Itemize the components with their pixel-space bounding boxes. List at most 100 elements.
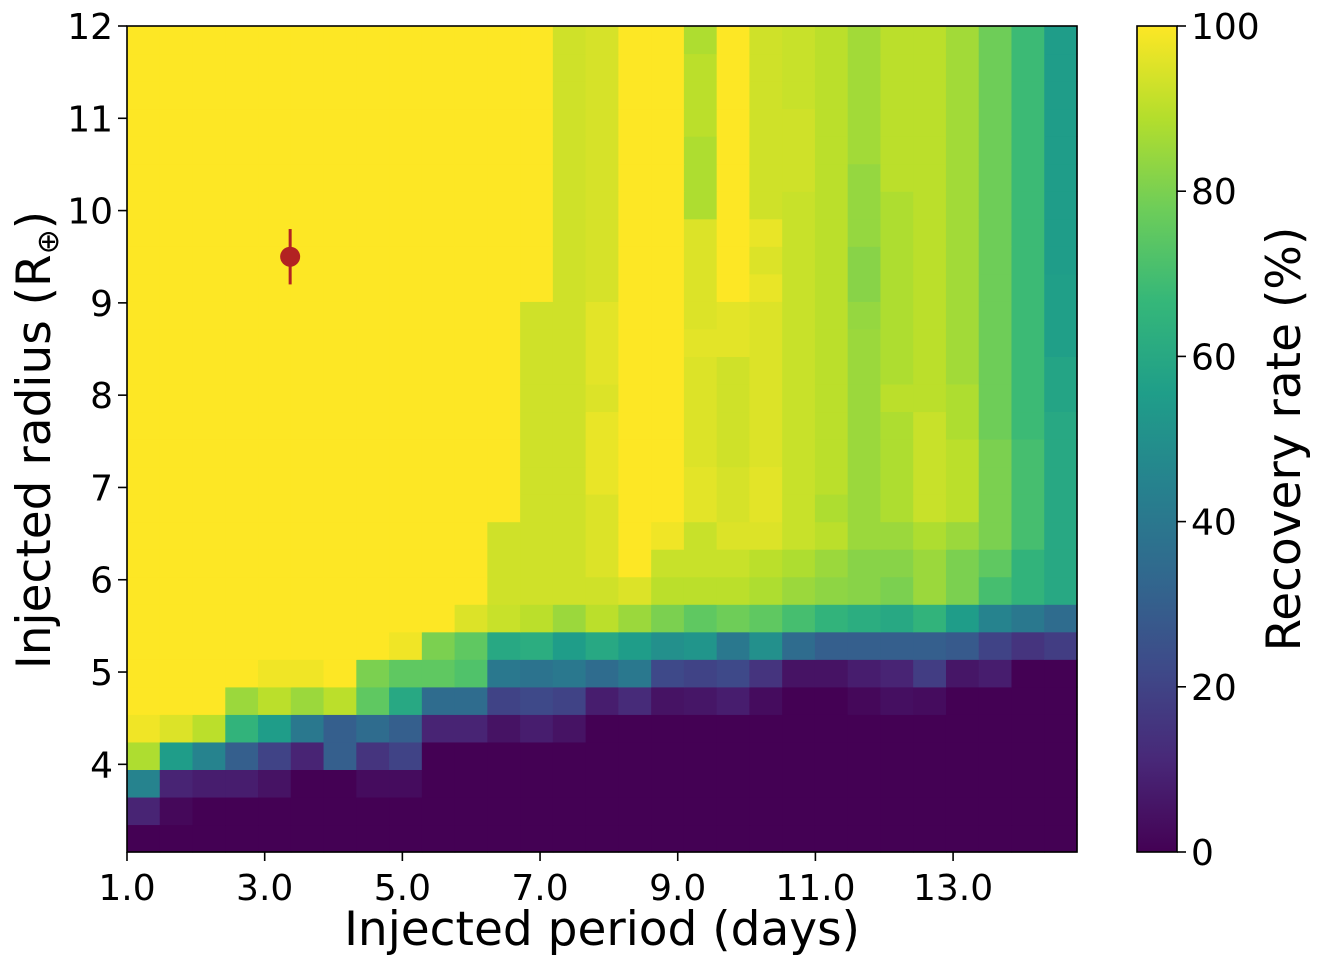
heatmap-cell [290,521,325,550]
heatmap-cell [159,81,194,110]
x-tick-label: 11.0 [775,868,855,909]
heatmap-cell [127,246,161,275]
heatmap-cell [192,218,226,247]
heatmap-cell [913,714,947,743]
heatmap-cell [290,714,325,743]
heatmap-cell [356,356,390,385]
heatmap-cell [454,356,488,385]
heatmap-cell [258,466,292,495]
heatmap-cell [552,81,587,110]
heatmap-cell [716,301,751,330]
heatmap-cell [978,328,1013,357]
heatmap-cell [159,273,194,302]
heatmap-cell [323,246,357,275]
heatmap-cell [978,246,1013,275]
heatmap-cell [1011,191,1045,220]
heatmap-cell [356,273,390,302]
heatmap-cell [913,301,947,330]
heatmap-cell [552,218,587,247]
heatmap-cell [880,769,914,798]
heatmap-cell [880,136,914,165]
heatmap-cell [323,769,357,798]
heatmap-cell [290,191,325,220]
y-axis-label-symbol: ⊕ [31,229,66,254]
y-tick-label: 12 [67,7,113,48]
heatmap-cell [585,549,619,578]
heatmap-cell [1044,163,1078,192]
heatmap-cell [454,81,488,110]
heatmap-cell [683,439,718,468]
heatmap-cell [683,383,718,413]
heatmap-cell [782,53,816,82]
heatmap-cell [356,301,390,330]
x-tick-label: 9.0 [649,868,706,909]
heatmap-cell [225,466,259,495]
heatmap-cell [782,631,816,660]
heatmap-cell [913,81,947,110]
heatmap-cell [1011,631,1045,660]
heatmap-cell [192,741,226,770]
heatmap-cell [552,136,587,165]
heatmap-cell [749,383,783,413]
heatmap-cell [159,108,194,137]
heatmap-cell [192,796,226,826]
heatmap-cell [782,494,816,523]
heatmap-cell [1044,714,1078,743]
heatmap-cell [323,328,357,357]
heatmap-cell [323,576,357,605]
heatmap-cell [323,411,357,440]
heatmap-cell [749,356,783,385]
heatmap-cell [1011,604,1045,633]
heatmap-cell [978,81,1013,110]
heatmap-cell [520,466,554,495]
heatmap-cell [258,191,292,220]
heatmap-cell [421,686,456,715]
heatmap-cell [716,26,751,55]
heatmap-cell [880,439,914,468]
heatmap-cell [192,659,226,688]
heatmap-cell [454,549,488,578]
heatmap-cell [585,246,619,275]
heatmap-cell [520,741,554,770]
heatmap-cell [454,246,488,275]
heatmap-cell [945,439,980,468]
heatmap-cell [487,411,521,440]
heatmap-cell [1044,466,1078,495]
heatmap-cell [356,659,390,688]
heatmap-cell [192,521,226,550]
heatmap-cell [1011,218,1045,247]
heatmap-cell [258,494,292,523]
heatmap-cell [814,631,849,660]
heatmap-cell [127,741,161,770]
heatmap-cell [913,356,947,385]
heatmap-cell [618,53,652,82]
heatmap-cell [421,494,456,523]
heatmap-cell [749,411,783,440]
y-axis-label-main: Injected radius (R [7,254,62,669]
heatmap-cell [389,108,423,137]
heatmap-cell [552,521,587,550]
heatmap-cell [585,631,619,660]
heatmap-cell [487,356,521,385]
heatmap-cell [356,191,390,220]
heatmap-cell [421,218,456,247]
heatmap-cell [913,108,947,137]
heatmap-cell [421,191,456,220]
heatmap-cell [782,549,816,578]
heatmap-cell [716,218,751,247]
heatmap-cell [487,659,521,688]
heatmap-cell [192,53,226,82]
heatmap-cell [1044,494,1078,523]
heatmap-cell [552,356,587,385]
heatmap-cell [880,383,914,413]
heatmap-cell [913,741,947,770]
heatmap-cell [454,328,488,357]
heatmap-cell [454,604,488,633]
heatmap-cell [159,796,194,826]
heatmap-cell [225,191,259,220]
heatmap-cell [782,328,816,357]
heatmap-cell [421,659,456,688]
heatmap-cell [618,549,652,578]
heatmap-cell [814,53,849,82]
heatmap-cell [618,824,652,853]
